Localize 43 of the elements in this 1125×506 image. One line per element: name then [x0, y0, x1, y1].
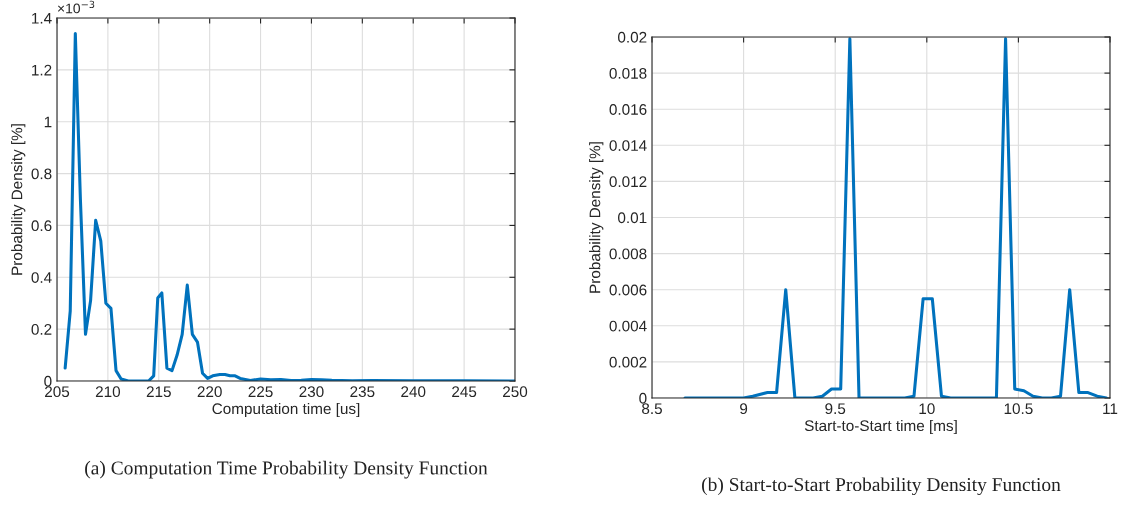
y-tick-label: 0.008: [609, 248, 647, 260]
x-tick-label: 9: [740, 403, 748, 415]
x-tick-label: 11: [1103, 403, 1118, 414]
line-series: [63, 32, 515, 381]
y-tick-label: 0.8: [31, 168, 52, 180]
x-tick-label: 210: [95, 386, 121, 398]
y-tick-label: 0.6: [31, 220, 52, 232]
y-tick-label: 0.014: [609, 140, 647, 151]
text: (a) Computation Time Probability Density Function: [85, 460, 488, 479]
y-axis-title: Probability Density [%]: [11, 124, 26, 275]
x-tick-label: 215: [146, 386, 171, 398]
x-axis-title: Computation time [us]: [212, 402, 360, 418]
x-tick-label: 245: [452, 386, 477, 398]
y-tick-label: 0: [44, 375, 52, 387]
y-tick-label: 0.004: [609, 320, 647, 332]
x-tick-label: 235: [350, 386, 375, 398]
x-tick-label: 225: [248, 386, 273, 398]
y-tick-label: 0.2: [31, 324, 52, 335]
y-tick-label: 0.006: [609, 284, 647, 296]
y-tick-label: 0: [639, 392, 647, 404]
y-tick-label: 1.4: [32, 13, 52, 24]
x-tick-label: 9.5: [825, 403, 846, 415]
y-tick-label: 0.012: [609, 176, 647, 188]
x-tick-label: 10.5: [1004, 403, 1033, 415]
y-tick-label: 0.016: [609, 104, 647, 115]
text: ×10$^{−3}$: [57, 0, 95, 14]
y-axis-title: Probability Density [%]: [589, 142, 604, 293]
x-tick-label: 205: [45, 386, 70, 398]
x-tick-label: 8.5: [642, 403, 662, 415]
y-tick-label: 1.2: [32, 64, 52, 76]
y-tick-label: 0.018: [609, 67, 647, 79]
x-tick-label: 250: [503, 386, 528, 398]
x-tick-label: 10: [919, 403, 935, 415]
y-tick-label: 1: [44, 116, 52, 128]
x-tick-label: 220: [197, 386, 222, 398]
y-tick-label: 0.4: [31, 272, 52, 283]
y-tick-label: 0.02: [618, 31, 647, 43]
x-tick-label: 230: [299, 386, 324, 398]
x-axis-title: Start-to-Start time [ms]: [804, 419, 957, 435]
y-tick-label: 0.01: [618, 212, 647, 224]
text: (b) Start-to-Start Probability Density Function: [702, 477, 1061, 496]
y-tick-label: 0.002: [609, 356, 647, 368]
x-tick-label: 240: [401, 386, 426, 398]
